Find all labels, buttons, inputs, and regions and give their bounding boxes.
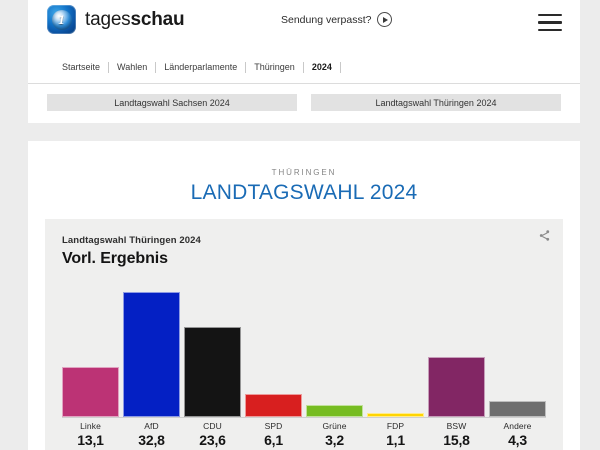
ard-logo-icon: 1 <box>47 5 76 34</box>
wordmark: tagesschau <box>85 8 185 31</box>
bar-series <box>62 284 546 417</box>
bar-column-andere <box>489 284 546 417</box>
party-name-cdu: CDU <box>203 421 222 431</box>
missed-show-link[interactable]: Sendung verpasst? <box>281 12 393 27</box>
chart-subtitle: Landtagswahl Thüringen 2024 <box>62 235 201 246</box>
breadcrumb-item-laenderparlamente[interactable]: Länderparlamente <box>156 62 247 73</box>
share-icon[interactable] <box>538 229 551 242</box>
header-divider <box>28 83 580 84</box>
bar-label-group-spd: SPD 6,1 <box>245 421 302 448</box>
hamburger-menu-icon[interactable] <box>538 14 562 31</box>
page-kicker: THÜRINGEN <box>271 168 337 177</box>
election-tabs: Landtagswahl Sachsen 2024 Landtagswahl T… <box>28 84 580 111</box>
bar-label-group-fdp: FDP 1,1 <box>367 421 424 448</box>
bar-linke <box>62 367 119 417</box>
play-icon[interactable] <box>377 12 393 27</box>
bar-column-grüne <box>306 284 363 417</box>
bar-column-bsw <box>428 284 485 417</box>
bar-column-afd <box>123 284 180 417</box>
page-title-block: THÜRINGEN LANDTAGSWAHL 2024 <box>28 141 580 205</box>
breadcrumb-item-startseite[interactable]: Startseite <box>47 62 110 73</box>
bar-label-group-bsw: BSW 15,8 <box>428 421 485 448</box>
brand-logo-link[interactable]: 1 tagesschau <box>47 5 185 34</box>
bar-column-linke <box>62 284 119 417</box>
party-value-andere: 4,3 <box>508 432 527 448</box>
party-value-grüne: 3,2 <box>325 432 344 448</box>
party-name-afd: AfD <box>144 421 159 431</box>
bar-column-fdp <box>367 284 424 417</box>
party-value-bsw: 15,8 <box>443 432 470 448</box>
party-name-bsw: BSW <box>446 421 467 431</box>
chart-baseline <box>62 417 546 418</box>
party-name-fdp: FDP <box>386 421 405 431</box>
breadcrumb: Startseite Wahlen Länderparlamente Thüri… <box>28 58 580 77</box>
breadcrumb-item-wahlen[interactable]: Wahlen <box>109 62 157 73</box>
bar-spd <box>245 393 302 417</box>
bar-andere <box>489 400 546 417</box>
bar-grüne <box>306 404 363 417</box>
site-header: 1 tagesschau Sendung verpasst? <box>28 0 580 58</box>
bar-fdp <box>367 412 424 417</box>
ard-logo-ring <box>51 9 72 30</box>
ard-logo-one: 1 <box>58 11 65 27</box>
party-name-linke: Linke <box>80 421 101 431</box>
wordmark-bold: schau <box>130 8 185 30</box>
party-name-andere: Andere <box>503 421 532 431</box>
chart-title: Vorl. Ergebnis <box>62 250 168 267</box>
wordmark-light: tages <box>85 8 131 30</box>
content-container: 1 tagesschau Sendung verpasst? Startseit… <box>28 0 580 450</box>
bar-label-group-grüne: Grüne 3,2 <box>306 421 363 448</box>
bar-column-spd <box>245 284 302 417</box>
bar-bsw <box>428 356 485 417</box>
party-value-cdu: 23,6 <box>199 432 226 448</box>
bar-labels: Linke 13,1 AfD 32,8 CDU 23,6 SPD 6,1 Grüne 3,2 FDP… <box>62 421 546 448</box>
bar-label-group-andere: Andere 4,3 <box>489 421 546 448</box>
breadcrumb-item-thueringen[interactable]: Thüringen <box>246 62 304 73</box>
party-value-spd: 6,1 <box>264 432 283 448</box>
breadcrumb-item-2024[interactable]: 2024 <box>304 62 341 73</box>
tab-landtagswahl-sachsen-2024[interactable]: Landtagswahl Sachsen 2024 <box>47 94 297 111</box>
result-chart-card: Landtagswahl Thüringen 2024 Vorl. Ergebn… <box>45 219 563 450</box>
bar-label-group-linke: Linke 13,1 <box>62 421 119 448</box>
bar-afd <box>123 292 180 417</box>
bar-cdu <box>184 327 241 417</box>
bar-column-cdu <box>184 284 241 417</box>
party-name-spd: SPD <box>264 421 283 431</box>
party-value-afd: 32,8 <box>138 432 165 448</box>
missed-show-label: Sendung verpasst? <box>281 13 372 26</box>
tab-landtagswahl-thueringen-2024[interactable]: Landtagswahl Thüringen 2024 <box>311 94 561 111</box>
bar-label-group-cdu: CDU 23,6 <box>184 421 241 448</box>
party-name-grüne: Grüne <box>322 421 347 431</box>
party-value-linke: 13,1 <box>77 432 104 448</box>
bar-label-group-afd: AfD 32,8 <box>123 421 180 448</box>
section-separator <box>28 123 580 141</box>
party-value-fdp: 1,1 <box>386 432 405 448</box>
bar-chart-plot <box>62 284 546 417</box>
page-title: LANDTAGSWAHL 2024 <box>190 181 418 204</box>
